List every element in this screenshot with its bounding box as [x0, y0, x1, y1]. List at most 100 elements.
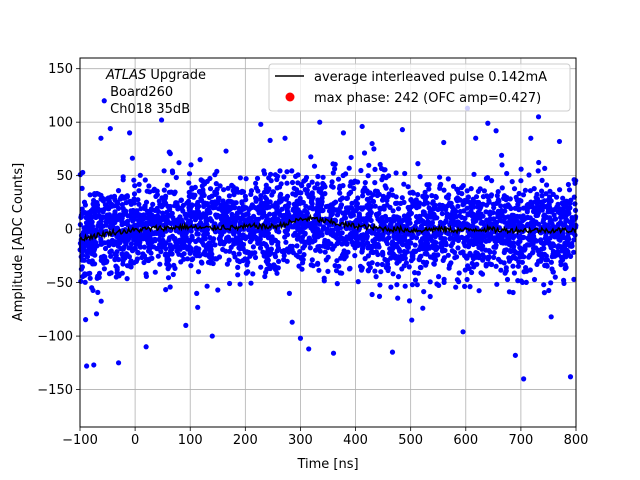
sample-point: [162, 252, 168, 258]
sample-point: [167, 242, 173, 248]
sample-point: [501, 260, 507, 266]
sample-point: [550, 269, 556, 275]
sample-point: [389, 187, 395, 193]
sample-point: [169, 168, 175, 174]
sample-point: [464, 255, 470, 261]
sample-point: [365, 173, 371, 179]
sample-point: [152, 207, 158, 213]
sample-point: [325, 203, 331, 209]
outlier-point: [91, 362, 97, 368]
sample-point: [325, 254, 331, 260]
sample-point: [149, 212, 155, 218]
sample-point: [213, 212, 219, 218]
sample-point: [330, 161, 336, 167]
sample-point: [367, 213, 373, 219]
sample-point: [81, 199, 88, 205]
sample-point: [242, 193, 248, 199]
sample-point: [301, 252, 307, 258]
sample-point: [524, 242, 530, 248]
sample-point: [178, 259, 184, 265]
sample-point: [125, 237, 131, 243]
sample-point: [401, 181, 407, 187]
sample-point: [547, 218, 553, 224]
sample-point: [501, 249, 507, 256]
sample-point: [475, 188, 481, 194]
sample-point: [233, 200, 239, 206]
x-axis-ticks: −100 0 100 200 300 400 500 600 700 800: [62, 427, 588, 448]
sample-point: [285, 204, 291, 210]
sample-point: [431, 206, 437, 212]
sample-point: [312, 185, 318, 191]
sample-point: [369, 260, 375, 266]
sample-point: [119, 222, 125, 228]
outlier-point: [485, 120, 491, 126]
sample-point: [500, 218, 506, 224]
sample-point: [514, 218, 521, 224]
sample-point: [384, 197, 390, 204]
sample-point: [413, 197, 419, 203]
sample-point: [186, 212, 193, 218]
sample-point: [284, 180, 290, 186]
sample-point: [89, 258, 95, 264]
sample-point: [315, 173, 321, 180]
sample-point: [237, 239, 244, 245]
sample-point: [252, 205, 258, 211]
sample-point: [87, 275, 93, 281]
sample-point: [263, 269, 269, 275]
sample-point: [481, 254, 487, 260]
sample-point: [389, 239, 396, 245]
sample-point: [125, 213, 131, 219]
sample-point: [121, 212, 127, 218]
sample-point: [124, 193, 130, 199]
sample-point: [499, 208, 505, 214]
sample-point: [155, 253, 161, 259]
sample-point: [306, 182, 312, 189]
sample-point: [432, 234, 438, 240]
sample-point: [299, 183, 305, 189]
sample-point: [440, 236, 446, 242]
sample-point: [546, 287, 552, 294]
sample-point: [106, 199, 112, 205]
sample-point: [437, 174, 443, 180]
sample-point: [469, 260, 475, 266]
sample-point: [308, 262, 314, 268]
sample-point: [357, 263, 364, 269]
sample-point: [129, 155, 135, 161]
sample-point: [186, 171, 193, 177]
sample-point: [207, 186, 214, 192]
sample-point: [217, 241, 223, 247]
sample-point: [80, 209, 86, 216]
sample-point: [241, 217, 247, 223]
sample-point: [376, 191, 382, 197]
sample-point: [106, 271, 113, 277]
x-tick-label: 400: [343, 433, 368, 448]
sample-point: [86, 241, 92, 247]
x-tick-label: 200: [233, 433, 258, 448]
sample-point: [140, 232, 147, 238]
sample-point: [541, 282, 547, 288]
sample-point: [404, 249, 410, 255]
sample-point: [298, 190, 304, 196]
sample-point: [78, 254, 84, 260]
sample-point: [416, 256, 422, 262]
outlier-point: [528, 135, 534, 141]
sample-point: [336, 185, 343, 192]
sample-point: [506, 258, 512, 264]
sample-point: [502, 203, 509, 209]
sample-point: [437, 185, 443, 191]
sample-point: [571, 249, 577, 255]
sample-point: [229, 182, 235, 188]
sample-point: [276, 258, 282, 264]
sample-point: [115, 256, 122, 263]
sample-point: [504, 170, 510, 177]
sample-point: [411, 249, 417, 256]
sample-point: [380, 193, 386, 199]
sample-point: [132, 183, 138, 189]
sample-point: [516, 239, 522, 245]
sample-point: [523, 279, 529, 285]
sample-point: [269, 238, 275, 244]
sample-point: [201, 235, 207, 241]
sample-point: [526, 172, 532, 178]
sample-point: [266, 186, 272, 192]
sample-point: [441, 276, 447, 282]
